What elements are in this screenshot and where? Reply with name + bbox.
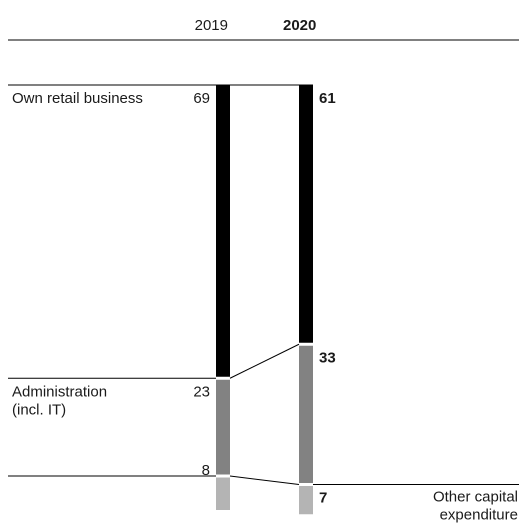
bar-other-capital-expenditure-2020 bbox=[299, 486, 313, 515]
bar-other-capital-expenditure-2019 bbox=[216, 477, 230, 510]
labels-group: Own retail business Administration(incl. … bbox=[12, 90, 518, 524]
category-label-other-capital-expenditure-line-2: expenditure bbox=[440, 507, 518, 524]
value-label-other-capital-expenditure-2020: 7 bbox=[319, 490, 327, 507]
value-label-administration-incl-it-2020: 33 bbox=[319, 349, 336, 366]
connectors-group bbox=[8, 84, 519, 485]
category-label-own-retail-business-line-1: Own retail business bbox=[12, 90, 143, 107]
bar-own-retail-business-2020 bbox=[299, 85, 313, 343]
connector-other-capital-expenditure bbox=[229, 475, 300, 485]
category-label-administration-incl-it-line-1: Administration bbox=[12, 383, 107, 400]
bars-group bbox=[216, 85, 313, 515]
category-label-other-capital-expenditure-line-1: Other capital bbox=[433, 489, 518, 506]
value-label-other-capital-expenditure-2019: 8 bbox=[202, 462, 210, 479]
category-label-administration-incl-it-line-2: (incl. IT) bbox=[12, 401, 66, 418]
value-label-own-retail-business-2020: 61 bbox=[319, 90, 336, 107]
bar-administration-incl-it-2019 bbox=[216, 379, 230, 475]
year-label-2019: 2019 bbox=[195, 17, 228, 34]
value-label-own-retail-business-2019: 69 bbox=[193, 90, 210, 107]
year-label-2020: 2020 bbox=[283, 17, 316, 34]
bar-administration-incl-it-2020 bbox=[299, 345, 313, 483]
connector-administration-incl-it bbox=[229, 343, 300, 379]
value-label-administration-incl-it-2019: 23 bbox=[193, 383, 210, 400]
bar-own-retail-business-2019 bbox=[216, 85, 230, 377]
